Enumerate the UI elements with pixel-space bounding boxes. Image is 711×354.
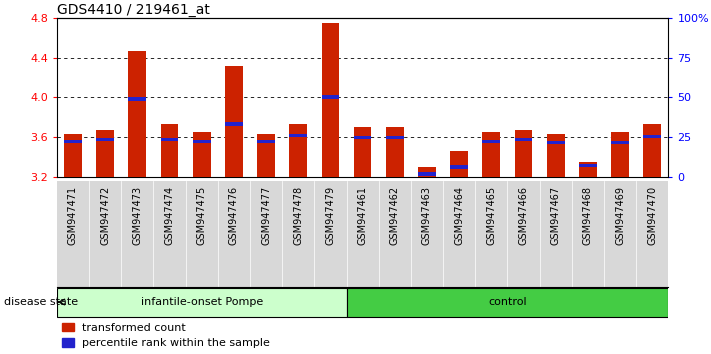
Bar xyxy=(515,130,533,177)
Bar xyxy=(96,138,114,141)
Text: GSM947478: GSM947478 xyxy=(293,186,304,245)
Bar xyxy=(321,95,339,99)
Bar xyxy=(289,134,307,137)
Bar xyxy=(225,67,242,177)
Text: infantile-onset Pompe: infantile-onset Pompe xyxy=(141,297,263,307)
Bar xyxy=(64,134,82,177)
Text: GSM947467: GSM947467 xyxy=(551,186,561,245)
Text: GSM947462: GSM947462 xyxy=(390,186,400,245)
Text: GSM947479: GSM947479 xyxy=(326,186,336,245)
Text: GSM947461: GSM947461 xyxy=(358,186,368,245)
Text: GSM947474: GSM947474 xyxy=(164,186,174,245)
Bar xyxy=(547,141,565,144)
Bar xyxy=(450,151,468,177)
Text: GSM947476: GSM947476 xyxy=(229,186,239,245)
Bar xyxy=(643,135,661,138)
Text: GSM947471: GSM947471 xyxy=(68,186,78,245)
Bar xyxy=(161,124,178,177)
Bar xyxy=(346,288,668,317)
Text: GSM947475: GSM947475 xyxy=(197,186,207,245)
Legend: transformed count, percentile rank within the sample: transformed count, percentile rank withi… xyxy=(63,322,270,348)
Bar xyxy=(418,172,436,176)
Text: GSM947473: GSM947473 xyxy=(132,186,142,245)
Bar xyxy=(57,288,346,317)
Bar xyxy=(483,140,501,143)
Bar xyxy=(611,141,629,144)
Text: GSM947469: GSM947469 xyxy=(615,186,625,245)
Text: GSM947468: GSM947468 xyxy=(583,186,593,245)
Bar xyxy=(418,167,436,177)
Text: disease state: disease state xyxy=(4,297,77,307)
Bar xyxy=(354,136,371,139)
Bar xyxy=(129,97,146,101)
Bar xyxy=(579,162,597,177)
Bar xyxy=(321,23,339,177)
Bar xyxy=(225,122,242,126)
Bar xyxy=(354,127,371,177)
Bar xyxy=(257,140,275,143)
Bar xyxy=(515,138,533,141)
Bar xyxy=(547,134,565,177)
Text: GSM947466: GSM947466 xyxy=(518,186,528,245)
Bar xyxy=(483,132,501,177)
Bar xyxy=(193,140,210,143)
Bar xyxy=(643,124,661,177)
Text: GSM947472: GSM947472 xyxy=(100,186,110,245)
Text: GSM947464: GSM947464 xyxy=(454,186,464,245)
Text: control: control xyxy=(488,297,527,307)
Bar xyxy=(193,132,210,177)
Bar xyxy=(257,134,275,177)
Bar xyxy=(386,136,404,139)
Bar xyxy=(289,124,307,177)
Bar xyxy=(161,138,178,141)
Text: GSM947465: GSM947465 xyxy=(486,186,496,245)
Bar xyxy=(96,130,114,177)
Bar xyxy=(129,51,146,177)
Text: GSM947463: GSM947463 xyxy=(422,186,432,245)
Text: GDS4410 / 219461_at: GDS4410 / 219461_at xyxy=(57,3,210,17)
Bar xyxy=(611,132,629,177)
Bar xyxy=(64,140,82,143)
Bar xyxy=(450,165,468,169)
Text: GSM947477: GSM947477 xyxy=(261,186,271,245)
Bar xyxy=(386,127,404,177)
Bar xyxy=(579,164,597,167)
Text: GSM947470: GSM947470 xyxy=(647,186,657,245)
